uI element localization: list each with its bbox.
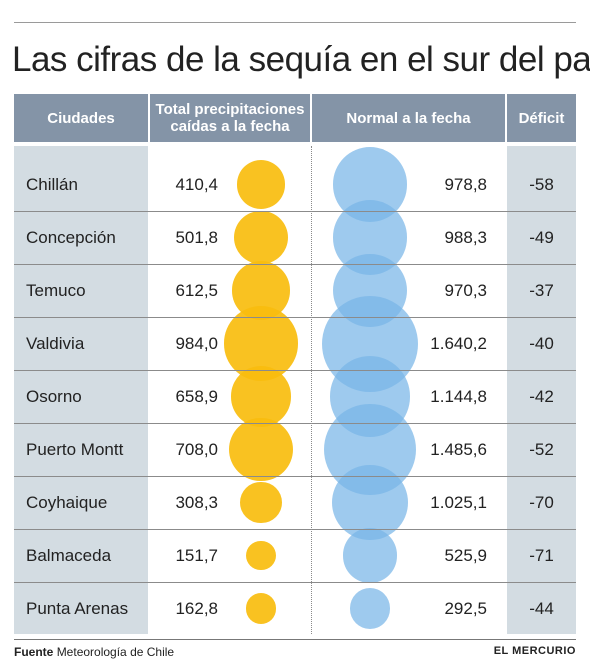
total-value: 984,0 <box>175 333 218 353</box>
total-value: 612,5 <box>175 280 218 300</box>
total-value: 658,9 <box>175 386 218 406</box>
source-note: Fuente Meteorología de Chile <box>14 644 174 660</box>
city-name: Concepción <box>26 227 116 247</box>
deficit-value: -70 <box>529 492 554 512</box>
header-city: Ciudades <box>14 94 148 142</box>
total-bubble <box>229 417 293 482</box>
row-divider <box>14 476 576 477</box>
deficit-value: -42 <box>529 386 554 406</box>
header-total: Total precipitaciones caídas a la fecha <box>150 94 310 142</box>
header-city-label: Ciudades <box>47 109 115 127</box>
total-value: 308,3 <box>175 492 218 512</box>
total-bubble <box>240 481 282 524</box>
total-value: 410,4 <box>175 174 218 194</box>
header-normal-label: Normal a la fecha <box>346 109 471 127</box>
total-bubble <box>245 593 277 624</box>
row-divider <box>14 423 576 424</box>
row-divider <box>14 529 576 530</box>
total-bubble <box>236 160 285 209</box>
city-name: Temuco <box>26 280 86 300</box>
header-deficit: Déficit <box>507 94 576 142</box>
deficit-value: -71 <box>529 545 554 565</box>
normal-value: 1.640,2 <box>430 333 487 353</box>
deficit-value: -37 <box>529 280 554 300</box>
total-value: 708,0 <box>175 439 218 459</box>
chart-title: Las cifras de la sequía en el sur del pa… <box>12 40 590 79</box>
normal-value: 978,8 <box>444 174 487 194</box>
header-deficit-label: Déficit <box>518 109 565 127</box>
total-value: 501,8 <box>175 227 218 247</box>
source-label: Fuente <box>14 645 54 659</box>
deficit-value: -52 <box>529 439 554 459</box>
bottom-rule <box>14 639 576 640</box>
total-bubble <box>234 210 288 265</box>
header-total-line1: Total precipitaciones <box>155 101 305 118</box>
city-column-background <box>14 146 148 634</box>
row-divider <box>14 264 576 265</box>
normal-value: 525,9 <box>444 545 487 565</box>
header-total-label: Total precipitaciones caídas a la fecha <box>156 101 305 135</box>
deficit-value: -49 <box>529 227 554 247</box>
row-divider <box>14 582 576 583</box>
total-value: 162,8 <box>175 598 218 618</box>
row-divider <box>14 317 576 318</box>
column-divider <box>311 146 312 634</box>
top-rule <box>14 22 576 23</box>
deficit-value: -44 <box>529 598 554 618</box>
city-name: Coyhaique <box>26 492 108 512</box>
row-divider <box>14 211 576 212</box>
normal-value: 988,3 <box>444 227 487 247</box>
deficit-column-background <box>507 146 576 634</box>
normal-value: 292,5 <box>444 598 487 618</box>
city-name: Punta Arenas <box>26 598 129 618</box>
publisher-brand: EL MERCURIO <box>493 645 576 657</box>
row-divider <box>14 370 576 371</box>
city-name: Puerto Montt <box>26 439 124 459</box>
total-value: 151,7 <box>175 545 218 565</box>
normal-value: 1.144,8 <box>430 386 487 406</box>
deficit-value: -58 <box>529 174 554 194</box>
normal-bubble <box>332 464 408 541</box>
normal-value: 970,3 <box>444 280 487 300</box>
deficit-value: -40 <box>529 333 554 353</box>
normal-bubble <box>342 528 398 583</box>
header-total-line2: caídas a la fecha <box>170 118 290 135</box>
source-text: Meteorología de Chile <box>56 645 175 659</box>
city-name: Osorno <box>26 386 82 406</box>
city-name: Valdivia <box>26 333 85 353</box>
total-bubble <box>246 540 276 571</box>
city-name: Chillán <box>26 174 78 194</box>
normal-value: 1.485,6 <box>430 439 487 459</box>
header-normal: Normal a la fecha <box>312 94 505 142</box>
normal-value: 1.025,1 <box>430 492 487 512</box>
total-bubble <box>230 366 292 427</box>
city-name: Balmaceda <box>26 545 112 565</box>
normal-bubble <box>349 588 391 629</box>
